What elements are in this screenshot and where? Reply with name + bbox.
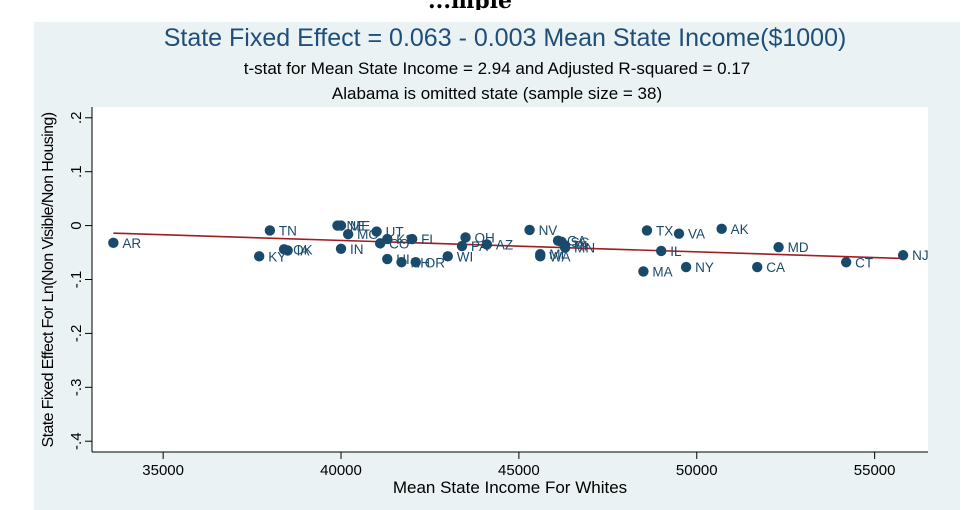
x-tick-label: 40000 <box>320 462 362 479</box>
data-point-ut <box>371 226 382 237</box>
point-label-ok: OK <box>293 242 313 257</box>
data-points: ARTNKYOKIANEMEINMOUTCOKSFLHINHORWIOHPAAZ… <box>108 219 929 279</box>
data-point-il <box>655 245 667 257</box>
point-label-ar: AR <box>122 236 141 251</box>
x-axis-title: Mean State Income For Whites <box>393 478 627 497</box>
point-label-tx: TX <box>656 223 673 238</box>
data-point-tn <box>264 225 276 236</box>
point-label-ca: CA <box>766 260 785 275</box>
data-point-mo <box>342 229 354 240</box>
cropped-top-heading: ...mple <box>300 0 640 10</box>
data-point-me <box>335 220 347 231</box>
chart-title: State Fixed Effect = 0.063 - 0.003 Mean … <box>164 24 847 52</box>
data-point-ky <box>254 251 265 262</box>
data-point-va <box>673 228 685 239</box>
y-tick-label: -.3 <box>68 379 85 397</box>
point-label-co: CO <box>389 236 409 251</box>
point-label-wa: WA <box>549 249 570 264</box>
point-label-ma: MA <box>652 264 672 279</box>
x-tick-label: 50000 <box>676 462 718 479</box>
point-label-tn: TN <box>279 223 297 238</box>
point-label-az: AZ <box>496 237 513 252</box>
point-label-me: ME <box>350 219 370 234</box>
data-point-nj <box>897 250 909 261</box>
data-point-ny <box>680 261 692 273</box>
data-point-in <box>335 243 347 254</box>
point-label-ga: GA <box>567 234 587 249</box>
fit-line <box>113 232 904 260</box>
data-point-ar <box>108 237 119 249</box>
point-label-fl: FL <box>421 232 437 247</box>
point-label-ne: NE <box>346 219 365 234</box>
chart-subtitle-2: Alabama is omitted state (sample size = … <box>332 84 662 103</box>
data-point-md <box>773 241 784 253</box>
point-label-wi: WI <box>457 249 474 264</box>
point-label-nj: NJ <box>912 248 929 263</box>
data-point-or <box>410 257 421 268</box>
plot-area <box>92 107 928 452</box>
point-label-ak: AK <box>731 222 749 237</box>
y-axis-ticks: .2 .1 0 -.1 -.2 -.3 -.4 <box>68 112 92 450</box>
y-tick-label: 0 <box>68 221 85 229</box>
x-tick-label: 35000 <box>142 462 184 479</box>
data-point-oh <box>460 232 471 243</box>
point-label-mn: MN <box>574 241 595 256</box>
y-tick-label: -.2 <box>68 325 85 343</box>
y-tick-label: .2 <box>68 112 85 125</box>
point-label-or: OR <box>425 255 446 270</box>
x-axis-ticks: 35000 40000 45000 50000 55000 <box>142 452 895 479</box>
fit-line-group <box>113 232 904 260</box>
data-point-pa <box>456 240 468 252</box>
data-point-wa <box>535 251 546 262</box>
point-label-va: VA <box>688 227 705 242</box>
data-point-ak <box>716 223 727 235</box>
x-tick-label: 45000 <box>498 462 540 479</box>
data-point-wi <box>442 251 453 262</box>
point-label-in: IN <box>350 242 364 257</box>
data-point-az <box>481 239 493 250</box>
y-axis-title: State Fixed Effect For Ln(Non Visible/No… <box>40 112 57 447</box>
data-point-fl <box>406 233 418 245</box>
point-label-md: MD <box>788 240 809 255</box>
data-point-tx <box>641 225 653 236</box>
point-label-sc: SC <box>571 235 590 250</box>
data-point-hi <box>382 253 393 265</box>
x-tick-label: 55000 <box>854 462 896 479</box>
point-label-il: IL <box>670 244 682 259</box>
point-label-mi: MI <box>549 247 564 262</box>
data-point-nv <box>524 224 535 236</box>
data-point-mn <box>559 242 571 253</box>
data-point-ct <box>840 257 852 268</box>
chart-subtitle-1: t-stat for Mean State Income = 2.94 and … <box>244 59 751 78</box>
y-tick-label: -.4 <box>68 432 85 450</box>
data-point-ia <box>282 245 293 256</box>
y-tick-label: -.1 <box>68 271 85 289</box>
point-label-nv: NV <box>539 223 558 238</box>
data-point-ma <box>638 266 649 277</box>
point-label-ct: CT <box>855 255 873 270</box>
y-tick-label: .1 <box>68 165 85 178</box>
data-point-nh <box>396 257 407 268</box>
point-label-ia: IA <box>297 243 310 258</box>
point-label-ri: RI <box>574 239 588 254</box>
point-label-ny: NY <box>695 260 714 275</box>
data-point-ca <box>752 261 763 273</box>
data-point-ks <box>382 233 393 245</box>
